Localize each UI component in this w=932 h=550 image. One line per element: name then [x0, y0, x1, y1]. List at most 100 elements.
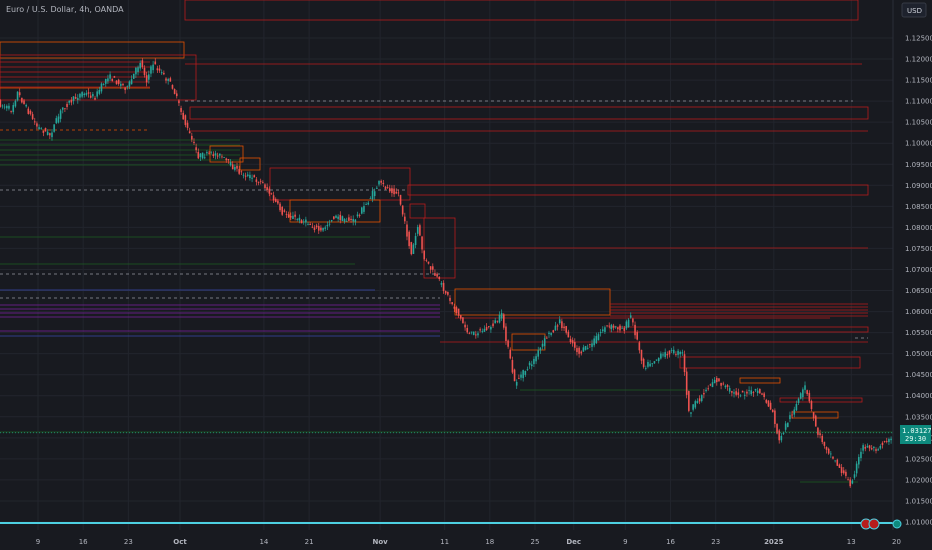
indicator-marker-2[interactable]	[868, 518, 880, 530]
candle-body	[298, 217, 301, 221]
candle-body	[320, 227, 322, 231]
candle-body	[582, 347, 585, 352]
candle-body	[888, 439, 890, 443]
candle-body	[175, 93, 178, 97]
candle-body	[244, 175, 247, 177]
candle-body	[148, 74, 150, 80]
y-tick-label: 1.12000	[905, 56, 932, 64]
candle-body	[614, 326, 617, 328]
candle-body	[503, 314, 505, 328]
x-tick-label: 20	[892, 538, 901, 546]
candle-body	[660, 353, 662, 359]
time-axis-background[interactable]	[0, 530, 893, 550]
candle-body	[240, 171, 243, 173]
candle-body	[621, 327, 623, 329]
candle-body	[330, 220, 333, 222]
candle-body	[257, 182, 260, 184]
candle-body	[203, 157, 206, 159]
x-tick-label: Oct	[173, 538, 187, 546]
candle-body	[92, 94, 94, 97]
candle-body	[580, 351, 583, 354]
candle-body	[817, 427, 819, 435]
candle-body	[657, 357, 660, 362]
candle-body	[520, 374, 522, 378]
y-tick-label: 1.05500	[905, 329, 932, 337]
zones-layer	[0, 0, 893, 524]
candle-body	[752, 392, 755, 393]
supply-zone	[0, 54, 197, 101]
candle-body	[700, 395, 703, 402]
currency-button[interactable]: USD	[901, 2, 927, 18]
candle-body	[74, 97, 77, 99]
candle-body	[505, 326, 507, 341]
bottom-indicator-markers[interactable]	[860, 518, 902, 530]
candle-body	[756, 390, 759, 394]
candle-body	[722, 383, 725, 385]
candle-body	[219, 153, 221, 156]
y-tick-label: 1.04500	[905, 371, 932, 379]
candle-body	[225, 158, 228, 161]
candle-body	[169, 78, 172, 82]
candle-body	[292, 215, 294, 219]
candle-body	[840, 467, 843, 473]
candle-body	[14, 100, 17, 107]
candle-body	[470, 331, 473, 333]
candle-body	[12, 105, 15, 113]
currency-button-box[interactable]	[901, 2, 927, 18]
currency-button-label[interactable]: USD	[907, 7, 922, 15]
symbol-title[interactable]: Euro / U.S. Dollar, 4h, OANDA	[6, 5, 124, 14]
candle-body	[182, 112, 185, 120]
candle-body	[401, 205, 404, 215]
indicator-marker-3[interactable]	[892, 519, 902, 529]
candle-body	[397, 192, 400, 194]
candle-body	[380, 180, 382, 183]
candle-body	[589, 343, 591, 345]
candle-body	[277, 200, 279, 204]
candle-body	[539, 347, 542, 351]
candle-body	[395, 191, 398, 194]
candle-body	[709, 384, 712, 386]
candle-body	[279, 203, 281, 211]
candle-body	[838, 464, 841, 468]
series-layer	[0, 58, 897, 488]
candle-body	[436, 273, 438, 277]
candle-body	[399, 194, 402, 205]
candle-body	[754, 388, 757, 391]
candle-body	[789, 415, 791, 420]
candle-body	[363, 206, 365, 212]
candle-body	[761, 393, 763, 395]
candle-body	[735, 391, 737, 395]
candle-body	[675, 354, 677, 355]
candle-body	[173, 89, 176, 94]
candle-body	[61, 107, 64, 110]
candle-body	[819, 433, 821, 436]
candle-body	[597, 334, 600, 341]
y-tick-label: 1.08000	[905, 224, 932, 232]
candle-body	[3, 106, 6, 108]
candle-body	[664, 352, 666, 358]
candle-body	[66, 103, 68, 107]
candle-body	[873, 446, 875, 448]
candle-body	[290, 216, 292, 218]
candle-body	[350, 218, 352, 221]
candle-body	[333, 216, 335, 219]
candle-body	[731, 391, 733, 393]
candle-body	[556, 325, 559, 327]
candle-body	[302, 221, 305, 223]
candle-body	[447, 291, 449, 295]
candle-body	[576, 348, 578, 353]
candle-body	[137, 67, 139, 72]
candle-body	[23, 100, 25, 104]
candle-body	[343, 219, 346, 222]
supply-zone	[679, 356, 861, 369]
x-tick-label: Nov	[372, 538, 388, 546]
candle-body	[890, 438, 892, 441]
candle-body	[563, 326, 565, 329]
candle-body	[201, 152, 204, 159]
candle-body	[96, 91, 98, 97]
y-tick-label: 1.02500	[905, 455, 932, 463]
candle-body	[188, 131, 191, 134]
candle-body	[640, 349, 643, 361]
candle-body	[475, 334, 477, 336]
